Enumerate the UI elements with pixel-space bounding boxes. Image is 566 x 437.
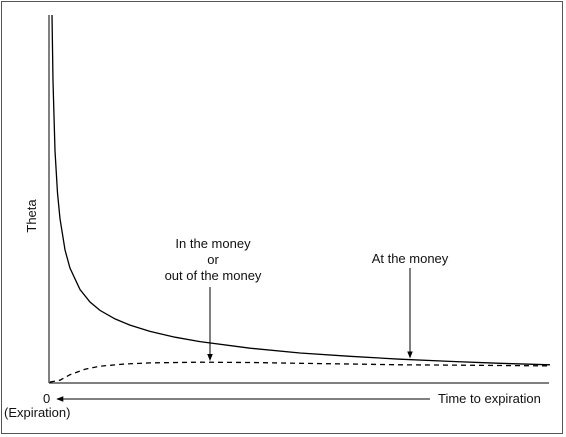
annotation-atm: At the money [365, 251, 455, 267]
annotation-itm-line1: In the money [175, 236, 251, 251]
annotation-atm-line1: At the money [371, 251, 449, 266]
x-origin-sublabel: (Expiration) [4, 405, 71, 420]
axes [48, 15, 549, 402]
x-axis-label: Time to expiration [438, 391, 541, 406]
y-axis-label: Theta [24, 199, 39, 233]
annotation-itm-otm: In the money or out of the money [152, 236, 274, 284]
series-atm-line [51, 14, 551, 366]
annotation-itm-line2: or [207, 252, 219, 267]
series-layer [49, 14, 551, 383]
x-origin-label: 0 [43, 391, 51, 406]
annotation-itm-line3: out of the money [164, 268, 262, 283]
annotation-arrows [207, 268, 413, 361]
series-itm-otm-line [49, 361, 551, 383]
